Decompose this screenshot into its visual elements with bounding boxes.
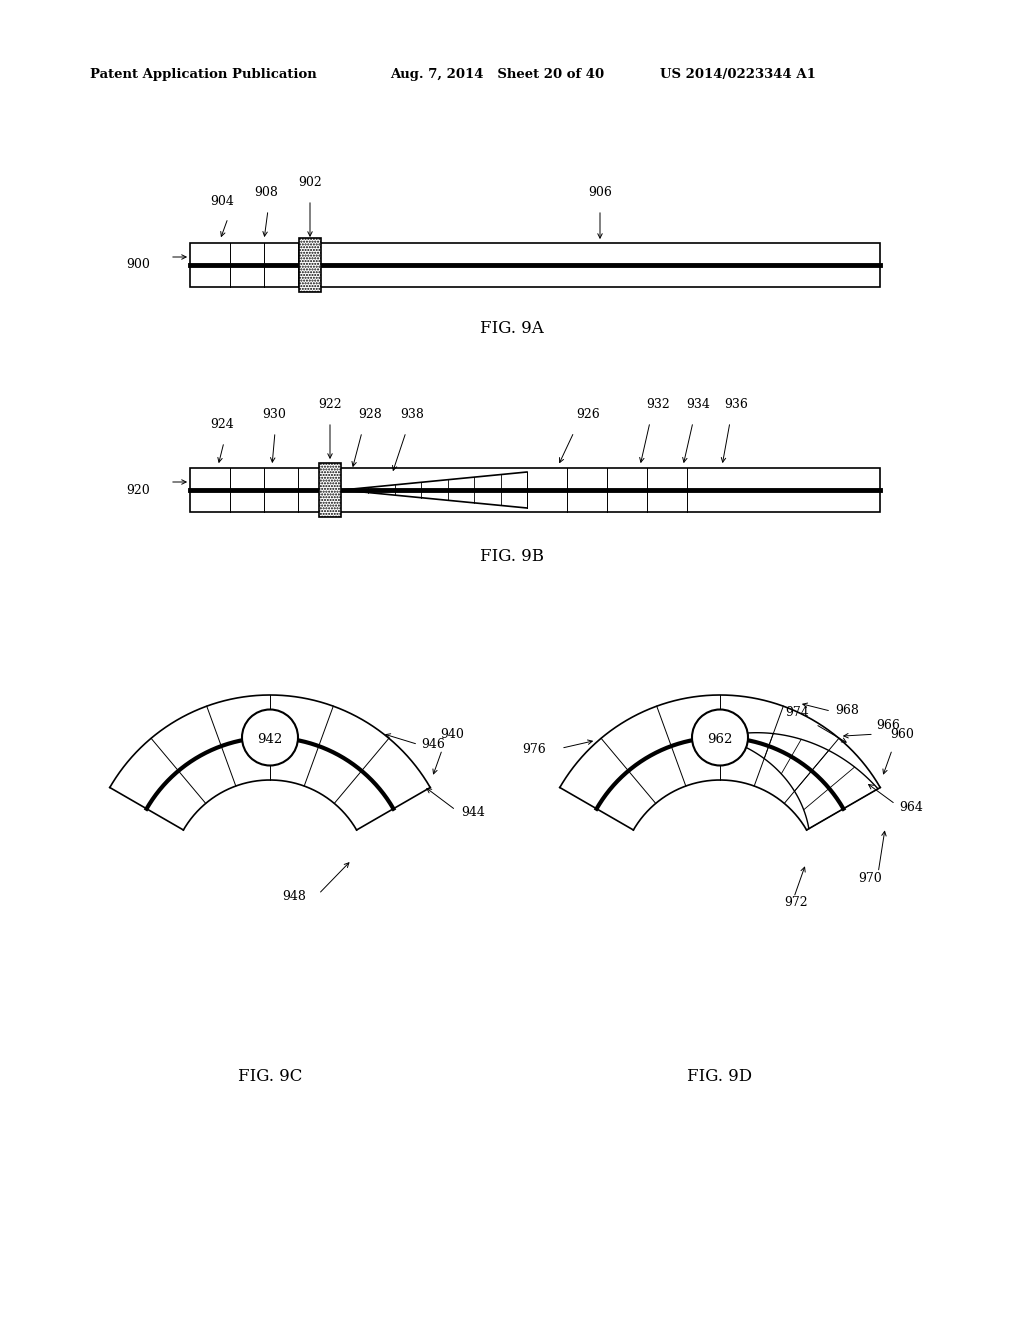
Text: 968: 968 [835,704,859,717]
Bar [299,238,321,292]
Bar [190,469,880,512]
Text: FIG. 9A: FIG. 9A [480,319,544,337]
Text: FIG. 9B: FIG. 9B [480,548,544,565]
Circle shape [242,710,298,766]
Text: 924: 924 [210,418,233,432]
Text: 938: 938 [400,408,424,421]
Text: Aug. 7, 2014   Sheet 20 of 40: Aug. 7, 2014 Sheet 20 of 40 [390,69,604,81]
Text: 930: 930 [262,408,286,421]
Text: 934: 934 [686,399,710,411]
Circle shape [692,710,748,766]
Text: 936: 936 [724,399,748,411]
Text: 966: 966 [876,719,900,733]
Text: 928: 928 [358,408,382,421]
Text: 970: 970 [858,873,882,886]
Text: Patent Application Publication: Patent Application Publication [90,69,316,81]
Text: 940: 940 [440,727,464,741]
Text: 926: 926 [577,408,600,421]
Text: 904: 904 [210,195,233,209]
Text: FIG. 9D: FIG. 9D [687,1068,753,1085]
Text: 932: 932 [646,399,670,411]
Text: 972: 972 [783,895,808,908]
Text: 920: 920 [126,483,150,496]
Text: 962: 962 [708,733,733,746]
Text: 902: 902 [298,176,322,189]
Text: 906: 906 [588,186,612,199]
Bar [319,463,341,517]
Text: 900: 900 [126,259,150,272]
Text: 976: 976 [522,743,546,756]
Text: 944: 944 [461,807,484,820]
Text: 960: 960 [890,727,914,741]
Text: 922: 922 [318,399,342,411]
Text: 948: 948 [283,890,306,903]
Text: 964: 964 [899,801,924,814]
Text: FIG. 9C: FIG. 9C [238,1068,302,1085]
Text: US 2014/0223344 A1: US 2014/0223344 A1 [660,69,816,81]
Text: 974: 974 [785,706,809,719]
Bar [190,243,880,286]
Text: 942: 942 [257,733,283,746]
Text: 946: 946 [421,738,445,751]
Text: 908: 908 [254,186,278,199]
